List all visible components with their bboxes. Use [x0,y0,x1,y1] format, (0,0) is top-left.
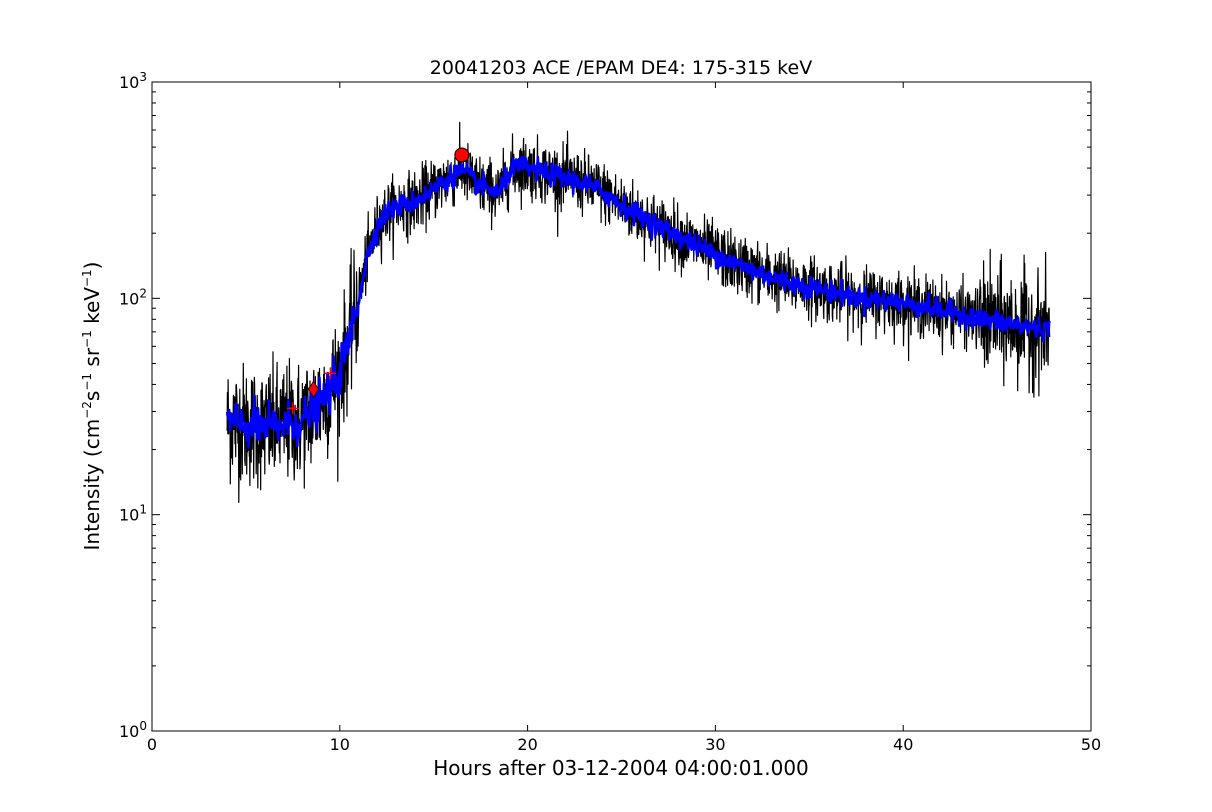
y-tick-base: 10 [119,506,139,525]
y-tick-exp: 2 [139,286,147,300]
fit-point-marker [324,367,337,380]
y-tick-label: 101 [119,503,147,525]
y-axis-label-exp3: −1 [80,330,94,348]
y-tick-exp: 1 [139,503,147,517]
chart-title: 20041203 ACE /EPAM DE4: 175-315 keV [430,57,812,79]
x-tick-label: 0 [147,735,157,754]
y-axis-label-suffix: ) [80,262,104,270]
series-layer [225,121,1051,503]
x-tick-label: 40 [893,735,913,754]
series-smoothed-line [225,155,1051,450]
y-tick-base: 10 [119,289,139,308]
peak-marker [454,147,470,163]
x-axis-label: Hours after 03-12-2004 04:00:01.000 [433,756,809,780]
x-tick-label: 20 [517,735,537,754]
y-axis-label-exp1: −2 [80,401,94,419]
y-axis-label: Intensity (cm−2s−1 sr−1 keV−1) [80,262,104,551]
fit-point-marker [286,402,299,415]
x-tick-label: 50 [1081,735,1101,754]
y-tick-label: 103 [119,70,147,92]
y-tick-label: 102 [119,286,147,308]
y-tick-exp: 0 [139,719,147,733]
plot-frame [151,81,1092,732]
x-axis-ticks: 0 10 20 30 40 50 [147,82,1101,754]
x-tick-label: 10 [330,735,350,754]
y-axis-label-exp2: −1 [80,373,94,391]
y-axis-label-mid1: s [80,391,104,401]
x-tick-label: 30 [705,735,725,754]
y-tick-base: 10 [119,722,139,741]
y-tick-base: 10 [119,73,139,92]
y-axis-label-exp4: −1 [80,269,94,287]
y-axis-label-mid3: keV [80,287,104,331]
marker-layer [286,147,470,415]
onset-marker [308,380,319,398]
y-tick-exp: 3 [139,70,147,84]
y-tick-label: 100 [119,719,147,741]
y-axis-label-prefix: Intensity (cm [80,419,104,551]
y-axis-label-mid2: sr [80,347,104,373]
plot-area [151,81,1092,732]
